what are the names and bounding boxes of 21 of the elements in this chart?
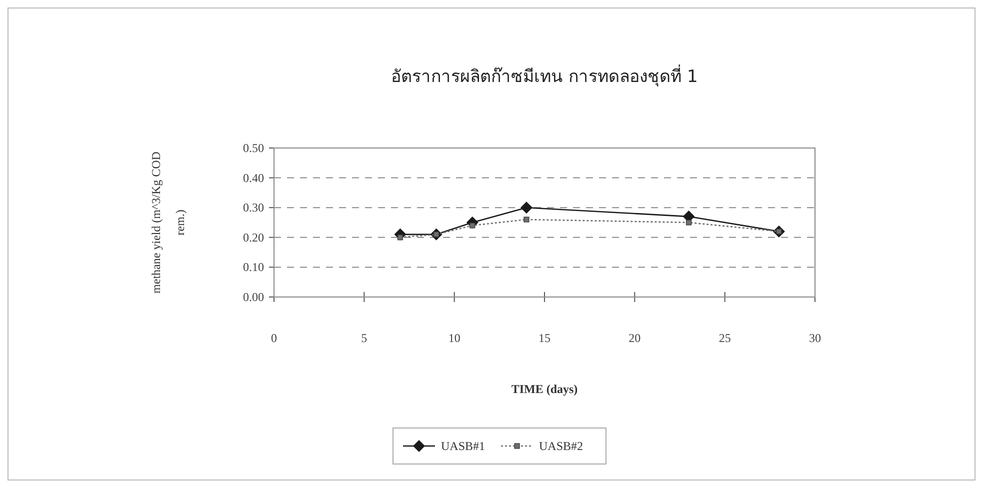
x-tick-label: 20: [628, 331, 641, 345]
x-tick-label: 5: [361, 331, 368, 345]
x-tick-label: 25: [718, 331, 731, 345]
y-tick-label: 0.20: [243, 230, 264, 244]
point: [686, 220, 692, 226]
legend-label: UASB#1: [441, 439, 486, 453]
point: [520, 202, 532, 214]
x-axis-title: TIME (days): [511, 382, 578, 396]
x-tick-label: 10: [448, 331, 460, 345]
legend-label: UASB#2: [539, 439, 584, 453]
x-tick-label: 15: [538, 331, 550, 345]
y-axis-title: methane yield (m^3/Kg COD rem.): [149, 151, 187, 294]
y-tick-label: 0.50: [243, 141, 264, 155]
y-tick-label: 0.00: [243, 290, 264, 304]
y-tick-label: 0.10: [243, 260, 264, 274]
chart-title: อัตราการผลิตก๊าซมีเทน การทดลองชุดที่ 1: [391, 64, 698, 87]
y-tick-label: 0.40: [243, 170, 264, 185]
x-tick-label: 30: [809, 331, 821, 345]
point: [524, 216, 530, 222]
x-tick-label: 0: [271, 331, 277, 345]
y-tick-label: 0.30: [243, 200, 264, 215]
